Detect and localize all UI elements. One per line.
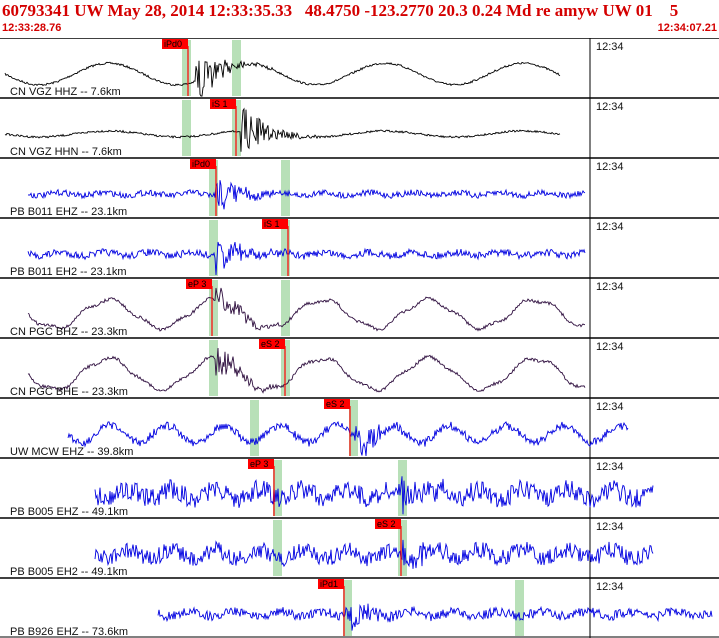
waveform [4,59,561,97]
trace-panel: eS 2 PB B005 EH2 -- 49.1km 12:34 [0,517,719,578]
clock-label: 12:34 [596,521,624,533]
pick-window [281,220,290,276]
waveform [27,180,586,210]
pick-window [250,400,259,456]
trace-panel: eP 3 PB B005 EHZ -- 49.1km 12:34 [0,457,719,518]
pick-window [182,100,191,156]
clock-label: 12:34 [596,581,624,593]
pick-window [281,160,290,216]
window-end-time: 12:34:07.21 [657,22,717,34]
pick-label-box [190,159,216,169]
trace-panel: iPd0 CN VGZ HHZ -- 7.6km 12:34 [0,38,719,98]
pick-phase-label: eP 3 [188,279,206,289]
pick-phase-label: iPd0 [192,159,210,169]
pick-window [273,460,282,516]
trace-panel: iS 1 PB B011 EH2 -- 23.1km 12:34 [0,217,719,278]
pick-label-box [324,399,350,409]
waveform [27,241,586,276]
pick-label-box [375,519,401,529]
pick-label-box [162,39,188,49]
event-header: 60793341 UW May 28, 2014 12:33:35.33 48.… [0,0,719,38]
pick-window [343,580,352,636]
clock-label: 12:34 [596,101,624,113]
pick-phase-label: eS 2 [261,339,280,349]
pick-window [281,280,290,336]
pick-window [209,280,218,336]
station-label: CN PGC BHE -- 23.3km [10,386,128,398]
clock-label: 12:34 [596,221,624,233]
trace-panel: eS 2 UW MCW EHZ -- 39.8km 12:34 [0,397,719,458]
pick-phase-label: iS 1 [212,99,228,109]
waveform [27,347,586,394]
waveform [94,476,654,515]
window-start-time: 12:33:28.76 [2,22,62,34]
pick-window [182,40,191,96]
station-label: CN VGZ HHZ -- 7.6km [10,86,121,98]
station-label: PB B005 EH2 -- 49.1km [10,566,127,578]
pick-window [515,580,524,636]
pick-phase-label: eP 3 [250,459,268,469]
pick-window [209,160,218,216]
trace-panel: iPd0 PB B011 EHZ -- 23.1km 12:34 [0,157,719,218]
clock-label: 12:34 [596,41,624,53]
pick-window [209,220,218,276]
pick-phase-label: iPd0 [164,39,182,49]
waveform [67,420,629,457]
pick-label-box [262,219,288,229]
clock-label: 12:34 [596,341,624,353]
pick-label-box [186,279,212,289]
pick-phase-label: iPd1 [320,579,338,589]
clock-label: 12:34 [596,161,624,173]
clock-label: 12:34 [596,281,624,293]
waveform [157,603,713,631]
station-label: PB B011 EHZ -- 23.1km [10,206,127,218]
pick-phase-label: iS 1 [264,219,280,229]
waveform [94,539,654,569]
clock-label: 12:34 [596,461,624,473]
event-title: 60793341 UW May 28, 2014 12:33:35.33 48.… [2,1,679,20]
station-label: CN PGC BHZ -- 23.3km [10,326,127,338]
clock-label: 12:34 [596,401,624,413]
waveform [27,287,586,332]
trace-panel: iPd1 PB B926 EHZ -- 73.6km 12:34 [0,577,719,638]
pick-label-box [248,459,274,469]
pick-label-box [210,99,236,109]
seismogram-panel[interactable]: iPd0 CN VGZ HHZ -- 7.6km 12:34 iS 1 CN VGZ H… [0,38,719,638]
pick-label-box [318,579,344,589]
pick-phase-label: eS 2 [326,399,345,409]
station-label: PB B926 EHZ -- 73.6km [10,626,128,638]
pick-label-box [259,339,285,349]
pick-phase-label: eS 2 [377,519,396,529]
pick-window [349,400,358,456]
pick-window [209,340,218,396]
trace-panel: eP 3 CN PGC BHZ -- 23.3km 12:34 [0,277,719,338]
pick-window [273,520,282,576]
station-label: PB B005 EHZ -- 49.1km [10,506,128,518]
station-label: PB B011 EH2 -- 23.1km [10,266,127,278]
station-label: UW MCW EHZ -- 39.8km [10,446,133,458]
trace-panel: iS 1 CN VGZ HHN -- 7.6km 12:34 [0,97,719,158]
trace-panel: eS 2 CN PGC BHE -- 23.3km 12:34 [0,337,719,398]
station-label: CN VGZ HHN -- 7.6km [10,146,122,158]
waveform [4,107,561,152]
